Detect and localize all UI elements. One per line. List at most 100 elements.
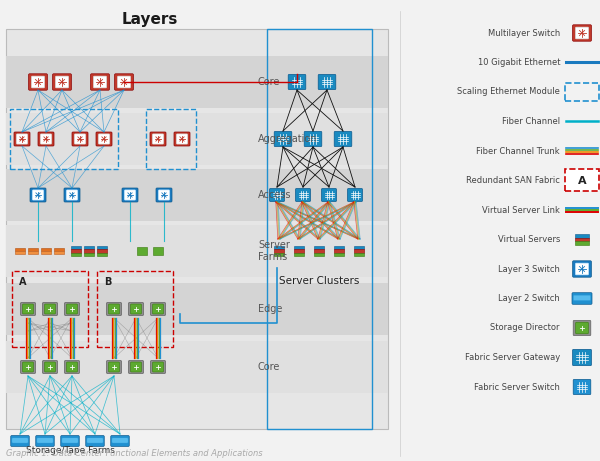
FancyBboxPatch shape (152, 304, 164, 314)
FancyBboxPatch shape (111, 436, 129, 446)
FancyBboxPatch shape (86, 436, 104, 446)
Bar (97, 249, 107, 253)
Bar (97, 246, 107, 249)
Text: 10 Gigabit Ethernet: 10 Gigabit Ethernet (478, 58, 560, 67)
Bar (274, 246, 284, 249)
Text: Edge: Edge (258, 304, 283, 314)
FancyBboxPatch shape (150, 132, 166, 146)
Text: Layers: Layers (122, 12, 178, 26)
Bar (83, 246, 94, 249)
Bar (314, 246, 325, 249)
Text: Server Clusters: Server Clusters (279, 276, 359, 286)
FancyBboxPatch shape (43, 361, 58, 373)
Bar (41, 251, 52, 254)
Text: Server
Farms: Server Farms (258, 240, 290, 262)
Bar (334, 253, 344, 256)
FancyBboxPatch shape (575, 263, 589, 275)
Text: Access: Access (258, 190, 292, 200)
FancyBboxPatch shape (44, 304, 56, 314)
Text: A: A (578, 176, 586, 185)
Bar (6, 169, 388, 221)
FancyBboxPatch shape (131, 362, 142, 372)
FancyBboxPatch shape (128, 302, 143, 315)
FancyBboxPatch shape (334, 131, 352, 147)
FancyBboxPatch shape (65, 361, 79, 373)
FancyBboxPatch shape (20, 361, 35, 373)
Bar (575, 234, 589, 237)
FancyBboxPatch shape (37, 438, 53, 443)
FancyBboxPatch shape (176, 134, 188, 144)
FancyBboxPatch shape (107, 302, 121, 315)
FancyBboxPatch shape (44, 362, 56, 372)
Bar (53, 248, 64, 251)
Text: Fiber Channel: Fiber Channel (502, 117, 560, 126)
Text: Storage Director: Storage Director (491, 324, 560, 332)
FancyBboxPatch shape (23, 362, 34, 372)
Text: Virtual Server Link: Virtual Server Link (482, 206, 560, 214)
FancyBboxPatch shape (152, 134, 164, 144)
FancyBboxPatch shape (29, 74, 47, 90)
Bar (6, 56, 388, 108)
FancyBboxPatch shape (72, 132, 88, 146)
Bar (28, 248, 38, 251)
Text: Layer 2 Switch: Layer 2 Switch (498, 294, 560, 303)
FancyBboxPatch shape (96, 132, 112, 146)
Bar (6, 283, 388, 335)
FancyBboxPatch shape (65, 302, 79, 315)
Text: Fabric Server Switch: Fabric Server Switch (474, 383, 560, 391)
FancyBboxPatch shape (67, 304, 77, 314)
Bar (6, 341, 388, 393)
Text: Aggregation: Aggregation (258, 134, 317, 144)
Bar (6, 113, 388, 165)
Bar (97, 253, 107, 256)
Bar (6, 225, 388, 277)
FancyBboxPatch shape (151, 361, 166, 373)
FancyBboxPatch shape (572, 25, 592, 41)
FancyBboxPatch shape (304, 131, 322, 147)
FancyBboxPatch shape (53, 74, 71, 90)
Text: Multilayer Switch: Multilayer Switch (488, 29, 560, 37)
Bar (565, 83, 599, 101)
Bar (314, 253, 325, 256)
FancyBboxPatch shape (12, 438, 28, 443)
FancyBboxPatch shape (67, 362, 77, 372)
FancyBboxPatch shape (14, 132, 30, 146)
Bar (14, 251, 25, 254)
Bar (314, 249, 325, 253)
FancyBboxPatch shape (36, 436, 54, 446)
FancyBboxPatch shape (74, 134, 86, 144)
FancyBboxPatch shape (156, 188, 172, 202)
Bar (334, 246, 344, 249)
Bar (153, 247, 163, 255)
Bar (6, 29, 388, 429)
FancyBboxPatch shape (128, 361, 143, 373)
Text: Storage/Tape Farms: Storage/Tape Farms (26, 446, 115, 455)
Bar (71, 253, 82, 256)
Bar (293, 249, 304, 253)
FancyBboxPatch shape (16, 134, 28, 144)
Bar (353, 249, 364, 253)
FancyBboxPatch shape (107, 361, 121, 373)
FancyBboxPatch shape (347, 189, 362, 201)
Bar (565, 170, 599, 191)
Bar (137, 247, 147, 255)
FancyBboxPatch shape (122, 188, 138, 202)
Text: Scaling Ethernet Module: Scaling Ethernet Module (457, 88, 560, 96)
Bar (353, 246, 364, 249)
FancyBboxPatch shape (274, 131, 292, 147)
FancyBboxPatch shape (98, 134, 110, 144)
Bar (53, 251, 64, 254)
FancyBboxPatch shape (64, 188, 80, 202)
Bar (28, 251, 38, 254)
Bar (334, 249, 344, 253)
Text: Graphic 1: Data Center Functional Elements and Applications: Graphic 1: Data Center Functional Elemen… (6, 449, 263, 458)
FancyBboxPatch shape (32, 190, 44, 200)
FancyBboxPatch shape (109, 362, 119, 372)
FancyBboxPatch shape (91, 74, 109, 90)
FancyBboxPatch shape (151, 302, 166, 315)
FancyBboxPatch shape (572, 261, 592, 277)
FancyBboxPatch shape (575, 322, 589, 334)
Text: Virtual Servers: Virtual Servers (497, 235, 560, 244)
Bar (575, 242, 589, 245)
Bar (293, 253, 304, 256)
